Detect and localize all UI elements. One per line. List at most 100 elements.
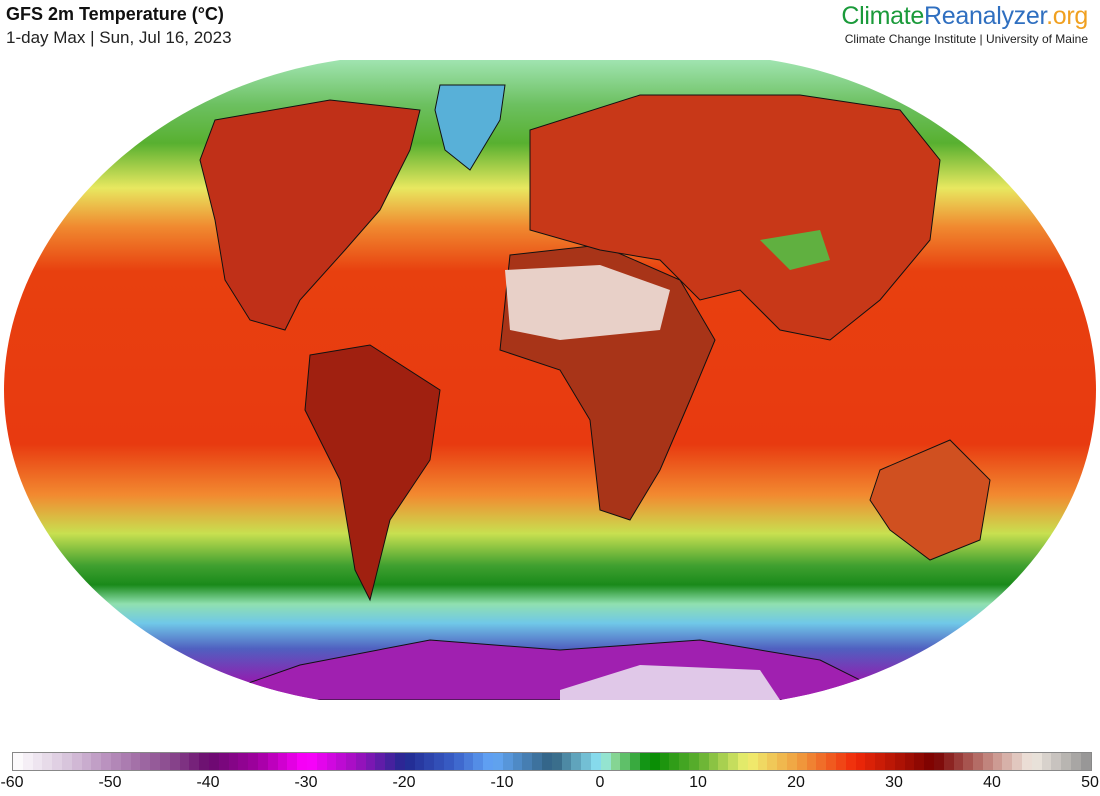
colorbar-segment bbox=[150, 753, 160, 770]
colorbar-segment bbox=[32, 753, 43, 770]
colorbar-segment bbox=[463, 753, 474, 770]
colorbar-segment bbox=[659, 753, 670, 770]
colorbar-segment bbox=[385, 753, 396, 770]
colorbar-segment bbox=[179, 753, 190, 770]
colorbar-segment bbox=[904, 753, 915, 770]
colorbar-tick-label: -50 bbox=[98, 774, 122, 791]
colorbar-segment bbox=[865, 753, 876, 770]
colorbar-segment bbox=[963, 753, 974, 770]
colorbar-segment bbox=[61, 753, 72, 770]
colorbar-segment bbox=[649, 753, 660, 770]
north-america bbox=[199, 99, 421, 331]
colorbar-segment bbox=[591, 753, 601, 770]
eurasia bbox=[529, 94, 941, 341]
colorbar-segment bbox=[130, 753, 141, 770]
map-title: GFS 2m Temperature (°C) bbox=[6, 4, 224, 24]
colorbar-segment bbox=[502, 753, 513, 770]
colorbar-segment bbox=[1002, 753, 1013, 770]
temperature-colorbar bbox=[12, 752, 1092, 771]
colorbar-segment bbox=[306, 753, 317, 770]
colorbar-segment bbox=[1012, 753, 1023, 770]
colorbar-segment bbox=[1061, 753, 1072, 770]
colorbar-segment bbox=[297, 753, 307, 770]
colorbar-segment bbox=[42, 753, 53, 770]
colorbar-segment bbox=[571, 753, 582, 770]
colorbar-segment bbox=[346, 753, 356, 770]
colorbar-segment bbox=[640, 753, 650, 770]
brand-part-climate: Climate bbox=[841, 2, 925, 30]
colorbar-tick-label: -20 bbox=[392, 774, 416, 791]
institution-label: Climate Change Institute | University of… bbox=[844, 32, 1088, 46]
colorbar-segment bbox=[228, 753, 239, 770]
colorbar-segment bbox=[13, 753, 23, 770]
colorbar-segment bbox=[1041, 753, 1052, 770]
colorbar-segment bbox=[796, 753, 807, 770]
colorbar-segment bbox=[982, 753, 993, 770]
tibet bbox=[760, 230, 830, 270]
colorbar-segment bbox=[101, 753, 111, 770]
colorbar-segment bbox=[630, 753, 640, 770]
colorbar-segment bbox=[483, 753, 494, 770]
sahara-hot bbox=[505, 265, 670, 340]
colorbar-segment bbox=[52, 753, 62, 770]
colorbar-segment bbox=[81, 753, 92, 770]
colorbar-segment bbox=[708, 753, 719, 770]
colorbar-segment bbox=[1080, 753, 1091, 770]
colorbar-tick-label: 50 bbox=[1081, 774, 1099, 791]
colorbar-segment bbox=[267, 753, 278, 770]
colorbar-segment bbox=[336, 753, 347, 770]
colorbar-tick-label: 30 bbox=[885, 774, 903, 791]
colorbar-segment bbox=[395, 753, 405, 770]
colorbar-segment bbox=[189, 753, 200, 770]
colorbar-tick-label: -40 bbox=[196, 774, 220, 791]
colorbar-tick-label: 20 bbox=[787, 774, 805, 791]
colorbar-segment bbox=[248, 753, 258, 770]
colorbar-segment bbox=[747, 753, 758, 770]
colorbar-segment bbox=[208, 753, 219, 770]
colorbar-tick-label: 40 bbox=[983, 774, 1001, 791]
colorbar-segment bbox=[610, 753, 621, 770]
colorbar-segment bbox=[551, 753, 562, 770]
colorbar-segment bbox=[777, 753, 787, 770]
colorbar-segment bbox=[992, 753, 1003, 770]
colorbar-tick-label: 10 bbox=[689, 774, 707, 791]
colorbar-segment bbox=[845, 753, 856, 770]
colorbar-segment bbox=[669, 753, 680, 770]
colorbar-segment bbox=[688, 753, 699, 770]
colorbar-segment bbox=[424, 753, 435, 770]
colorbar-segment bbox=[1071, 753, 1081, 770]
brand-part-org: .org bbox=[1046, 2, 1088, 30]
colorbar-segment bbox=[365, 753, 376, 770]
colorbar-segment bbox=[316, 753, 327, 770]
colorbar-segment bbox=[620, 753, 631, 770]
temperature-map[interactable] bbox=[0, 0, 1100, 745]
greenland bbox=[434, 84, 506, 171]
colorbar-segment bbox=[757, 753, 768, 770]
colorbar-segment bbox=[444, 753, 454, 770]
colorbar-segment bbox=[326, 753, 337, 770]
colorbar-segment bbox=[581, 753, 592, 770]
colorbar-segment bbox=[71, 753, 82, 770]
colorbar-segment bbox=[855, 753, 866, 770]
south-america bbox=[304, 344, 441, 602]
colorbar-segment bbox=[884, 753, 895, 770]
brand-logo[interactable]: ClimateReanalyzer.org bbox=[841, 2, 1088, 31]
colorbar-segment bbox=[1022, 753, 1032, 770]
colorbar-segment bbox=[561, 753, 572, 770]
colorbar-tick-label: 0 bbox=[595, 774, 605, 791]
colorbar-tick-label: -30 bbox=[294, 774, 318, 791]
colorbar-segment bbox=[542, 753, 552, 770]
colorbar-segment bbox=[973, 753, 983, 770]
colorbar-segment bbox=[199, 753, 209, 770]
colorbar-segment bbox=[453, 753, 464, 770]
colorbar-segment bbox=[238, 753, 249, 770]
colorbar-segment bbox=[600, 753, 611, 770]
colorbar-segment bbox=[22, 753, 33, 770]
colorbar-segment bbox=[698, 753, 709, 770]
land-masses bbox=[199, 84, 991, 700]
colorbar-segment bbox=[806, 753, 817, 770]
colorbar-segment bbox=[140, 753, 151, 770]
colorbar-segment bbox=[737, 753, 748, 770]
colorbar-segment bbox=[728, 753, 738, 770]
colorbar-segment bbox=[375, 753, 386, 770]
